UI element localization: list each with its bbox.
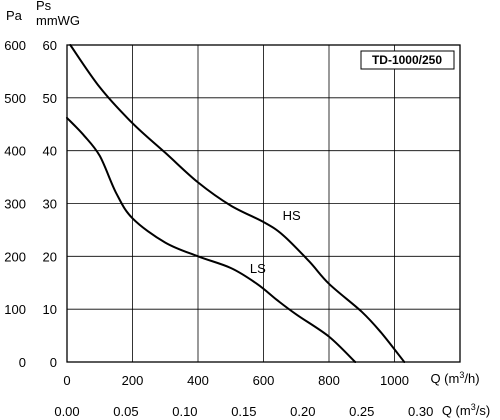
x-primary-tick-label: 200 <box>122 373 144 388</box>
y-left-unit: Pa <box>6 8 23 23</box>
plot-frame <box>66 44 461 363</box>
x-secondary-tick-label: 0.15 <box>231 404 256 419</box>
y-left-tick-label: 400 <box>4 144 26 159</box>
series-label-ls: LS <box>250 261 266 276</box>
y-left-tick-label: 100 <box>4 302 26 317</box>
curves: HS LS <box>66 44 406 363</box>
model-badge: TD-1000/250 <box>360 50 455 70</box>
y-left-tick-label: 500 <box>4 91 26 106</box>
x-secondary-tick-label: 0.00 <box>54 404 79 419</box>
y-right-tick-label: 50 <box>43 91 57 106</box>
x-primary-tick-label: 0 <box>63 373 70 388</box>
x-secondary-label: Q (m3/s) <box>442 402 490 418</box>
x-secondary-tick-label: 0.25 <box>349 404 374 419</box>
y-left-tick-label: 300 <box>4 197 26 212</box>
y-left-tick-label: 600 <box>4 38 26 53</box>
y-right-tick-label: 30 <box>43 197 57 212</box>
y-right-tick-label: 10 <box>43 302 57 317</box>
y-left-tick-label: 200 <box>4 249 26 264</box>
y-right-tick-label: 0 <box>50 355 57 370</box>
curve-ls <box>66 116 357 363</box>
y-right-tick-label: 60 <box>43 38 57 53</box>
x-primary-tick-label: 1000 <box>380 373 409 388</box>
x-primary-tick-label: 600 <box>253 373 275 388</box>
model-badge-text: TD-1000/250 <box>372 53 442 67</box>
y-right-tick-label: 40 <box>43 144 57 159</box>
x-primary-label: Q (m3/h) <box>430 370 479 386</box>
x-primary-tick-label: 800 <box>318 373 340 388</box>
x-secondary-tick-label: 0.30 <box>408 404 433 419</box>
x-secondary-tick-label: 0.05 <box>113 404 138 419</box>
y-right-unit-line2: mmWG <box>36 13 80 28</box>
x-secondary-tick-label: 0.20 <box>290 404 315 419</box>
y-left-tick-label: 0 <box>19 355 26 370</box>
x-secondary-tick-label: 0.10 <box>172 404 197 419</box>
y-right-unit-line1: Ps <box>36 0 52 13</box>
x-primary-tick-label: 400 <box>187 373 209 388</box>
series-label-hs: HS <box>283 208 301 223</box>
curve-hs <box>69 44 406 363</box>
grid-lines <box>67 45 460 362</box>
y-right-tick-label: 20 <box>43 249 57 264</box>
